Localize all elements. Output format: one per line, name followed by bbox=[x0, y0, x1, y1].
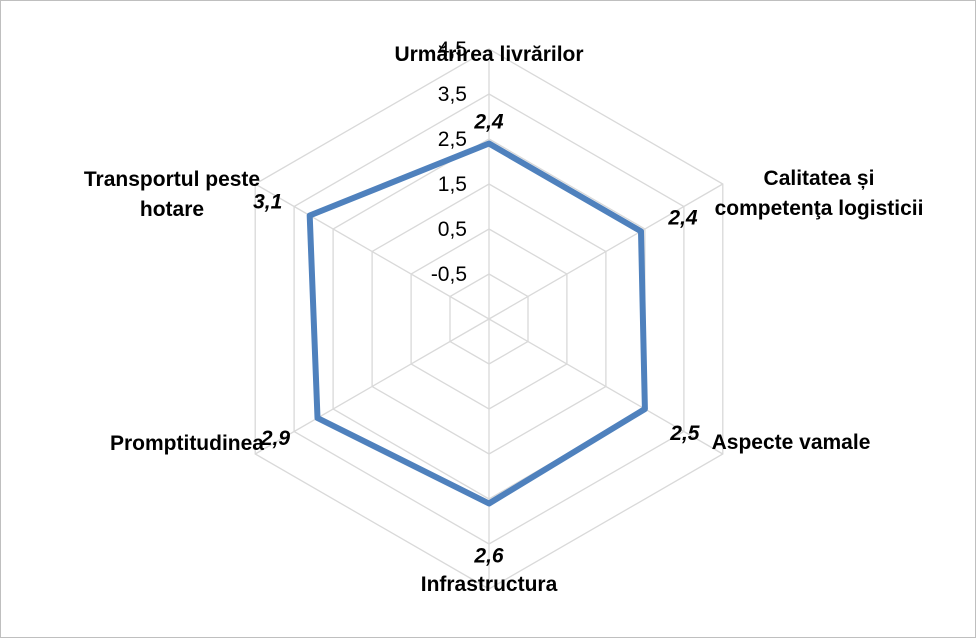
category-label: Aspecte vamale bbox=[712, 431, 871, 454]
radar-spokes bbox=[254, 49, 724, 589]
axis-spoke bbox=[254, 183, 490, 320]
category-label: Urmărirea livrărilor bbox=[394, 43, 583, 66]
series-line bbox=[306, 140, 648, 507]
axis-spoke bbox=[488, 183, 724, 320]
category-label: Transportul peste hotare bbox=[84, 168, 260, 221]
category-label: Calitatea și competenţa logisticii bbox=[715, 167, 924, 220]
axis-spoke bbox=[254, 318, 490, 455]
category-label: Infrastructura bbox=[421, 573, 558, 596]
data-label: 2,4 bbox=[473, 111, 504, 134]
tick-label: 3,5 bbox=[438, 83, 467, 106]
tick-label: 4,5 bbox=[438, 38, 467, 61]
radar-data-labels: 2,4 2,4 2,5 2,6 2,9 3,1 bbox=[253, 111, 700, 568]
radar-category-labels: Urmărirea livrărilor Calitatea și competen… bbox=[84, 43, 924, 596]
data-label: 2,6 bbox=[473, 545, 504, 568]
tick-label: 2,5 bbox=[438, 128, 467, 151]
radar-series bbox=[306, 140, 648, 507]
data-label: 2,4 bbox=[667, 206, 698, 229]
tick-label: 0,5 bbox=[438, 218, 467, 241]
axis-spoke bbox=[488, 318, 724, 455]
radar-tick-labels: -0,5 0,5 1,5 2,5 3,5 4,5 bbox=[431, 38, 467, 286]
data-label: 2,9 bbox=[260, 427, 291, 450]
category-label: Promptitudinea bbox=[110, 432, 264, 455]
tick-label: 1,5 bbox=[438, 173, 467, 196]
data-label: 3,1 bbox=[253, 191, 282, 214]
tick-label: -0,5 bbox=[431, 263, 467, 286]
data-label: 2,5 bbox=[669, 422, 700, 445]
